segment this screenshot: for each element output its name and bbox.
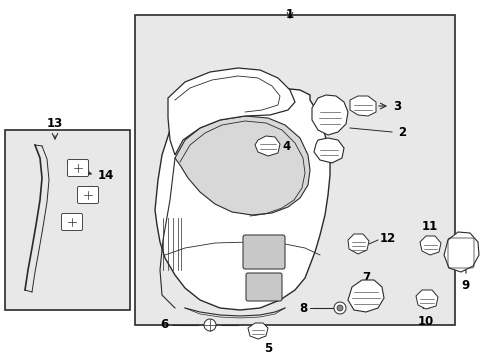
Polygon shape xyxy=(155,88,329,310)
Text: 14: 14 xyxy=(98,168,114,181)
Text: 11: 11 xyxy=(421,220,437,233)
Text: 9: 9 xyxy=(461,279,469,292)
Polygon shape xyxy=(247,323,267,339)
Circle shape xyxy=(336,305,342,311)
Bar xyxy=(135,15,454,325)
Text: 4: 4 xyxy=(282,140,290,153)
FancyBboxPatch shape xyxy=(61,213,82,230)
Text: 12: 12 xyxy=(379,231,395,244)
Polygon shape xyxy=(311,95,347,135)
Polygon shape xyxy=(347,280,383,312)
Polygon shape xyxy=(168,68,294,155)
Text: 1: 1 xyxy=(285,8,293,21)
Polygon shape xyxy=(349,96,375,116)
Circle shape xyxy=(203,319,216,331)
FancyBboxPatch shape xyxy=(77,186,98,203)
Text: 2: 2 xyxy=(397,126,406,139)
Text: 7: 7 xyxy=(361,271,369,284)
Text: 5: 5 xyxy=(264,342,272,355)
Polygon shape xyxy=(313,138,343,163)
Text: 10: 10 xyxy=(417,315,433,328)
Text: 13: 13 xyxy=(47,117,63,130)
Text: 8: 8 xyxy=(299,302,307,315)
FancyBboxPatch shape xyxy=(67,159,88,176)
Polygon shape xyxy=(443,232,478,272)
Polygon shape xyxy=(175,116,309,215)
Polygon shape xyxy=(347,234,368,254)
FancyBboxPatch shape xyxy=(243,235,285,269)
Bar xyxy=(5,130,130,310)
Text: 3: 3 xyxy=(392,99,400,113)
Polygon shape xyxy=(419,236,440,255)
FancyBboxPatch shape xyxy=(245,273,282,301)
Polygon shape xyxy=(254,136,280,156)
Text: 6: 6 xyxy=(160,319,168,332)
Polygon shape xyxy=(415,290,437,309)
Circle shape xyxy=(333,302,346,314)
